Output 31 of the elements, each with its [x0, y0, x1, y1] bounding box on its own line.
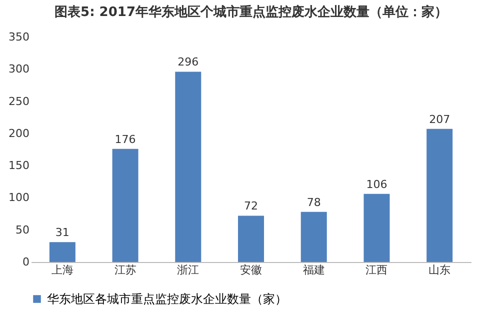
- data-label: 176: [114, 132, 136, 146]
- x-tick-label: 安徽: [240, 264, 262, 276]
- y-tick-label: 0: [22, 256, 30, 268]
- legend-label: 华东地区各城市重点监控废水企业数量（家）: [47, 292, 287, 306]
- y-tick-label: 300: [8, 62, 30, 76]
- bar: [426, 128, 453, 262]
- data-label: 72: [244, 200, 258, 213]
- y-tick-label: 200: [8, 126, 30, 140]
- x-tick-label: 山东: [428, 264, 451, 276]
- y-tick-label: 150: [8, 159, 30, 172]
- x-tick-label: 上海: [51, 264, 74, 276]
- x-tick-label: 江苏: [114, 264, 136, 276]
- y-tick-label: 350: [8, 30, 30, 44]
- bar: [175, 72, 202, 262]
- x-tick-label: 浙江: [177, 264, 200, 276]
- data-label: 106: [366, 178, 388, 191]
- data-label: 78: [306, 196, 321, 209]
- bar: [238, 216, 264, 262]
- data-label: 296: [178, 56, 199, 69]
- y-tick-label: 50: [16, 223, 30, 236]
- bar: [49, 242, 76, 262]
- y-tick-label: 250: [8, 94, 30, 108]
- data-label: 31: [55, 226, 70, 240]
- x-tick-label: 江西: [366, 264, 388, 276]
- data-label: 207: [429, 112, 450, 126]
- bar: [300, 212, 327, 262]
- x-tick-label: 福建: [302, 264, 325, 276]
- y-tick-label: 100: [8, 191, 30, 204]
- chart-title: 图表5: 2017年华东地区个城市重点监控废水企业数量（单位：家）: [54, 4, 448, 20]
- bar: [364, 194, 390, 262]
- bar: [112, 148, 138, 262]
